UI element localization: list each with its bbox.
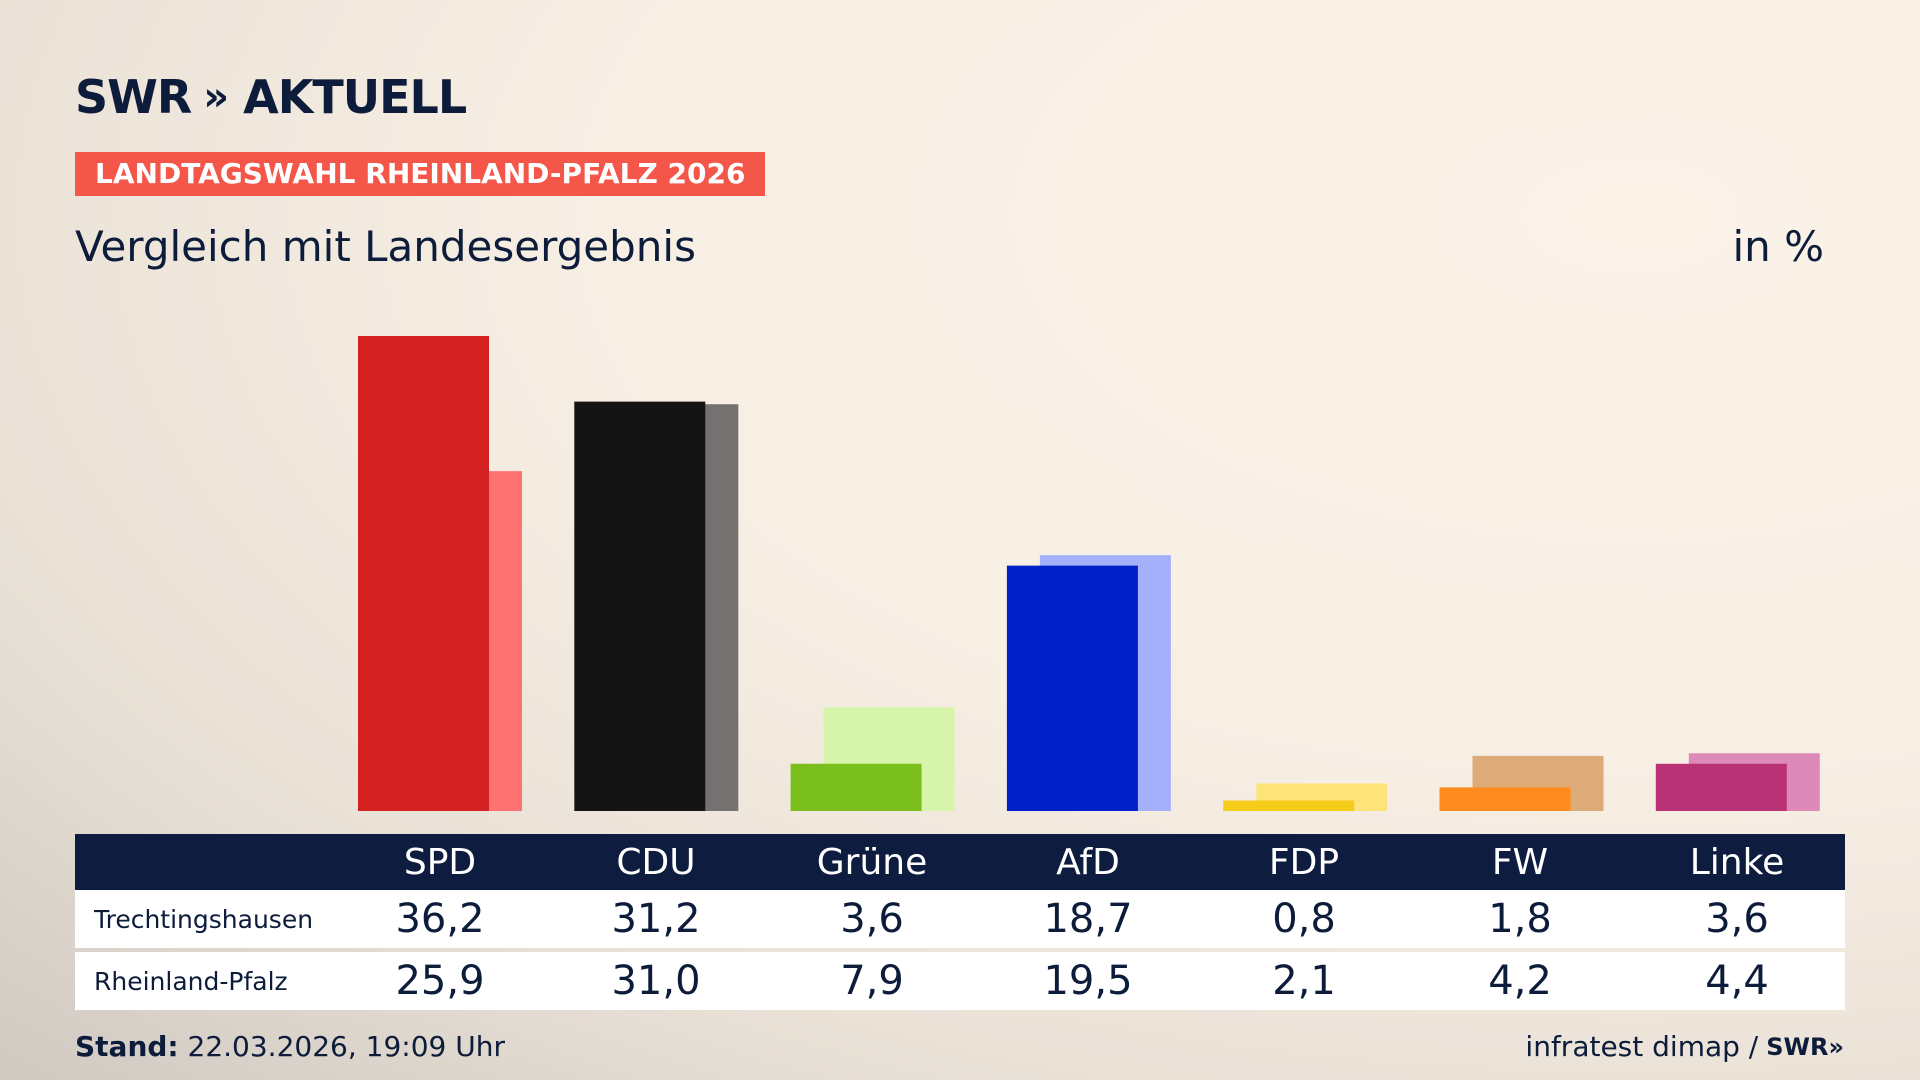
value-cell: 25,9: [395, 958, 485, 1004]
header-fw: FW: [1491, 841, 1549, 883]
value-cell: 18,7: [1043, 896, 1133, 942]
value-cell: 1,8: [1488, 896, 1552, 942]
bar-local-linke: [1655, 763, 1787, 811]
source-credit: infratest dimap / SWR»: [1525, 1030, 1844, 1063]
swr-small-logo: SWR»: [1766, 1032, 1844, 1061]
election-badge: LANDTAGSWAHL RHEINLAND-PFALZ 2026: [75, 152, 766, 196]
unit-label: in %: [1732, 222, 1824, 271]
value-cell: 3,6: [840, 896, 904, 942]
header-fdp: FDP: [1268, 841, 1340, 883]
table-header-row: SPD CDU Grüne AfD FDP FW Linke: [75, 834, 1845, 890]
bar-local-fw: [1439, 787, 1571, 811]
row-label: Trechtingshausen: [94, 904, 314, 934]
value-cell: 31,0: [611, 958, 701, 1004]
header-spd: SPD: [403, 841, 477, 883]
row-label: Rheinland-Pfalz: [94, 966, 288, 996]
source-text: infratest dimap /: [1525, 1030, 1759, 1063]
header-linke: Linke: [1689, 841, 1785, 883]
stand-label: Stand:: [75, 1030, 179, 1063]
value-cell: 31,2: [611, 896, 701, 942]
swr-aktuell-logo: SWR » AKTUELL: [75, 70, 467, 124]
bar-local-fdp: [1223, 800, 1355, 811]
value-cell: 4,2: [1488, 958, 1552, 1004]
value-cell: 36,2: [395, 896, 485, 942]
timestamp: Stand: 22.03.2026, 19:09 Uhr: [75, 1030, 505, 1063]
table-row: Trechtingshausen 36,2 31,2 3,6 18,7 0,8 …: [75, 890, 1845, 948]
value-cell: 7,9: [840, 958, 904, 1004]
header-gruene: Grüne: [816, 841, 928, 883]
bar-local-spd: [358, 336, 489, 811]
bar-local-grüne: [790, 763, 922, 811]
bar-local-cdu: [574, 401, 706, 811]
value-cell: 2,1: [1272, 958, 1336, 1004]
bar-local-afd: [1006, 565, 1138, 811]
bar-chart: [358, 336, 1820, 811]
stand-value: 22.03.2026, 19:09 Uhr: [178, 1030, 505, 1063]
value-cell: 19,5: [1043, 958, 1133, 1004]
chart-subtitle: Vergleich mit Landesergebnis: [75, 222, 696, 271]
header-afd: AfD: [1056, 841, 1120, 883]
results-table: SPD CDU Grüne AfD FDP FW Linke Trechting…: [75, 834, 1845, 1010]
logo-title: AKTUELL: [243, 70, 467, 124]
value-cell: 4,4: [1705, 958, 1769, 1004]
value-cell: 3,6: [1705, 896, 1769, 942]
logo-brand: SWR: [75, 70, 192, 124]
table-row: Rheinland-Pfalz 25,9 31,0 7,9 19,5 2,1 4…: [75, 952, 1845, 1010]
value-cell: 0,8: [1272, 896, 1336, 942]
header-cdu: CDU: [616, 841, 696, 883]
